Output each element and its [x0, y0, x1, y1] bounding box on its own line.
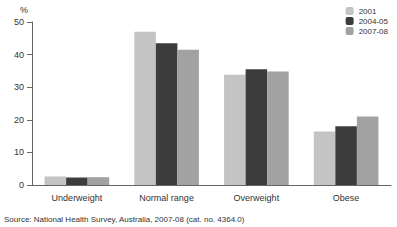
svg-text:20: 20 — [14, 115, 24, 125]
svg-text:2004-05: 2004-05 — [359, 17, 389, 26]
svg-text:%: % — [20, 5, 28, 15]
svg-text:2001: 2001 — [359, 7, 377, 16]
svg-text:0: 0 — [19, 180, 24, 190]
svg-text:30: 30 — [14, 82, 24, 92]
svg-text:Overweight: Overweight — [234, 193, 280, 203]
svg-text:50: 50 — [14, 17, 24, 27]
svg-text:Source: National Health Survey: Source: National Health Survey, Australi… — [4, 215, 245, 224]
svg-text:Obese: Obese — [333, 193, 360, 203]
svg-text:40: 40 — [14, 50, 24, 60]
svg-text:10: 10 — [14, 147, 24, 157]
svg-text:Normal range: Normal range — [139, 193, 194, 203]
svg-text:2007-08: 2007-08 — [359, 27, 389, 36]
svg-text:Underweight: Underweight — [52, 193, 103, 203]
